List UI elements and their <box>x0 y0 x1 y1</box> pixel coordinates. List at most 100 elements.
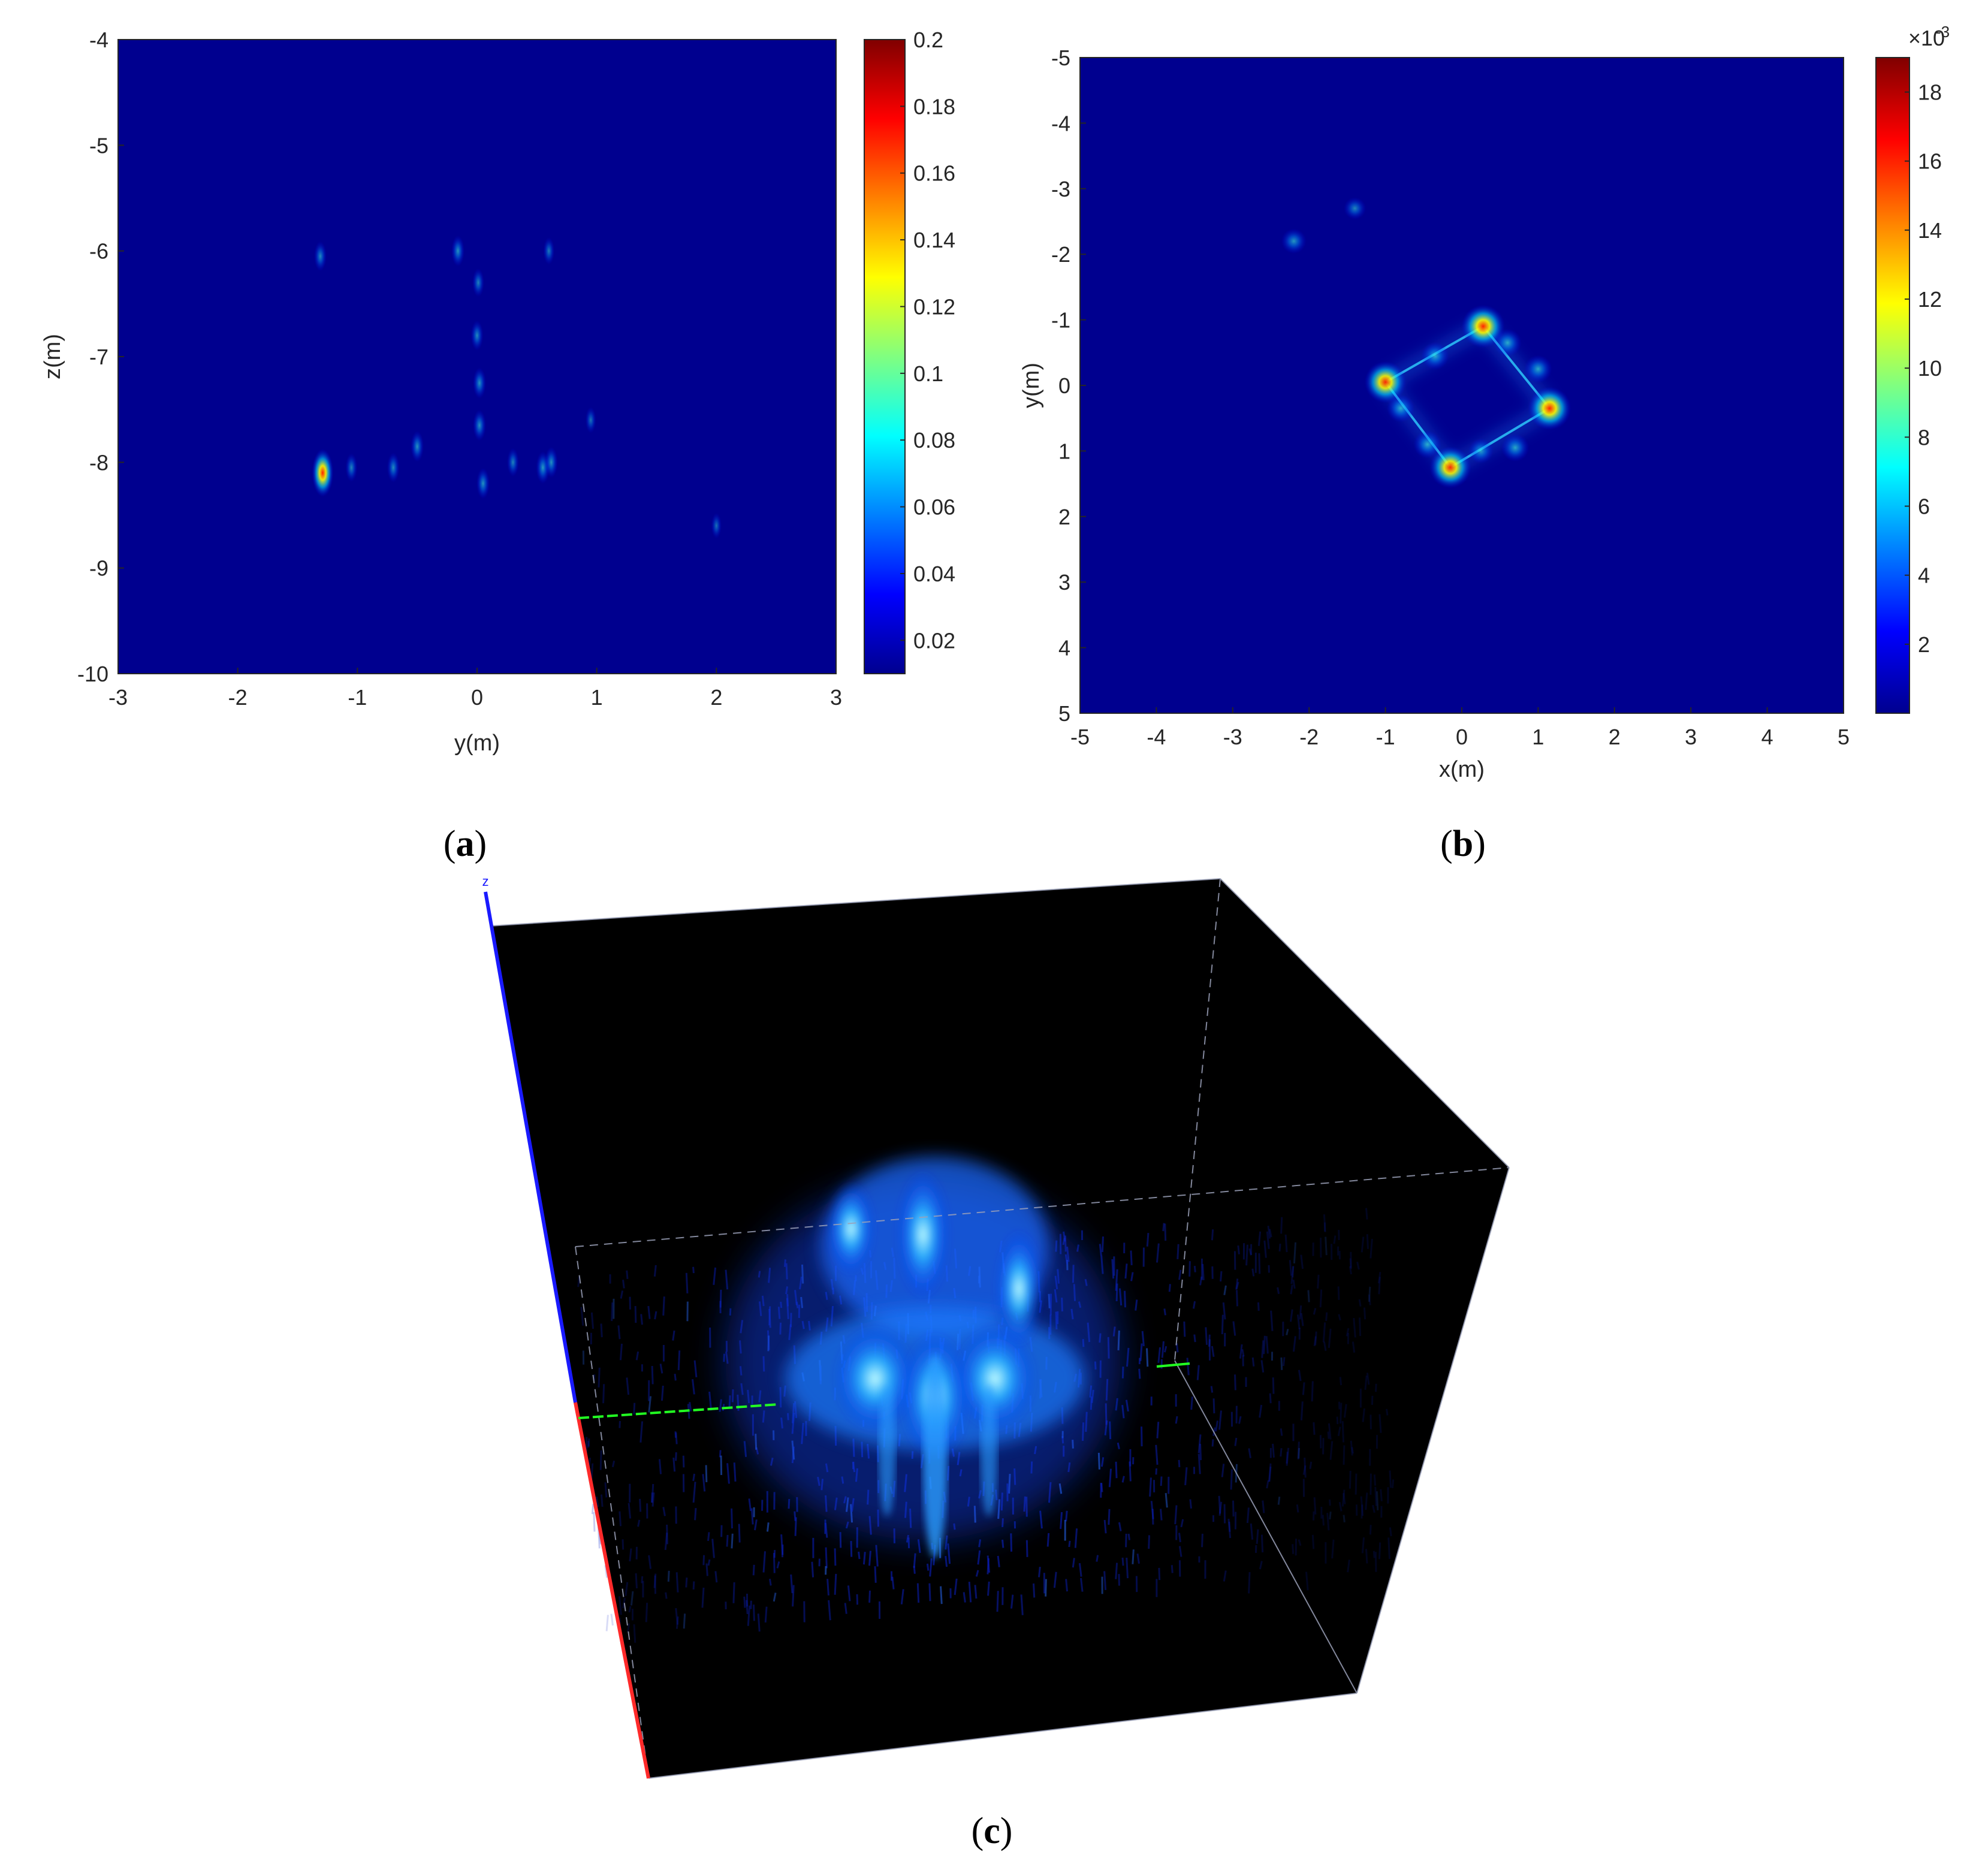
colorbar-tick-label: 0.08 <box>913 428 955 453</box>
clutter-streak <box>1155 1444 1159 1465</box>
clutter-streak <box>1235 1290 1238 1307</box>
clutter-streak <box>1065 1579 1069 1592</box>
clutter-streak <box>868 1551 871 1566</box>
clutter-streak <box>1101 1236 1104 1253</box>
clutter-streak <box>1162 1223 1165 1232</box>
clutter-streak <box>1377 1272 1381 1284</box>
heatmap-hotspot <box>544 447 558 478</box>
heatmap-b-xlabel: x(m) <box>1439 757 1485 782</box>
heatmap-hotspot <box>1528 387 1571 430</box>
heatmap-hotspot <box>1494 328 1522 357</box>
clutter-streak <box>1117 1442 1120 1449</box>
clutter-streak <box>940 1586 943 1604</box>
clutter-streak <box>1178 1269 1182 1280</box>
clutter-streak <box>1368 1294 1371 1305</box>
clutter-streak <box>713 1267 717 1285</box>
heatmap-hotspot <box>1344 197 1366 220</box>
clutter-streak <box>1124 1263 1128 1279</box>
clutter-streak <box>645 1603 648 1622</box>
clutter-streak <box>1238 1416 1242 1424</box>
clutter-streak <box>1380 1489 1383 1501</box>
clutter-streak <box>1053 1572 1057 1588</box>
clutter-streak <box>672 1457 676 1472</box>
clutter-streak <box>1304 1458 1307 1478</box>
clutter-streak <box>1259 1561 1263 1570</box>
heatmap-a-ylabel: z(m) <box>40 334 65 379</box>
clutter-streak <box>634 1306 637 1323</box>
clutter-streak <box>745 1600 749 1615</box>
clutter-streak <box>1161 1341 1165 1358</box>
heatmap-hotspot <box>1524 355 1552 383</box>
clutter-streak <box>1305 1572 1309 1591</box>
clutter-streak <box>913 1553 916 1568</box>
y-tick-label: -1 <box>1051 308 1070 333</box>
colorbar-tick-label: 18 <box>1918 80 1942 105</box>
clutter-streak <box>1302 1382 1305 1395</box>
clutter-streak <box>1241 1349 1245 1357</box>
clutter-streak <box>637 1519 641 1527</box>
clutter-streak <box>633 1403 636 1415</box>
clutter-streak <box>1100 1457 1105 1467</box>
clutter-streak <box>707 1559 711 1566</box>
clutter-streak <box>1125 1533 1127 1548</box>
clutter-streak <box>1328 1423 1332 1440</box>
heatmap-hotspot <box>1386 394 1415 423</box>
heatmap-hotspot <box>451 235 465 267</box>
clutter-streak <box>1262 1500 1265 1513</box>
clutter-streak <box>1313 1336 1317 1347</box>
clutter-streak <box>675 1607 678 1625</box>
clutter-streak <box>776 1561 780 1569</box>
clutter-streak <box>1290 1284 1293 1295</box>
clutter-streak <box>1165 1492 1168 1508</box>
clutter-streak <box>856 1594 859 1605</box>
clutter-streak <box>675 1572 679 1592</box>
clutter-streak <box>1298 1539 1302 1546</box>
heatmap-hotspot <box>387 453 400 483</box>
colorbar-a <box>864 39 906 674</box>
panel-label-a: (a) <box>444 824 487 864</box>
clutter-streak <box>1189 1499 1192 1509</box>
clutter-streak <box>1197 1453 1201 1474</box>
clutter-streak <box>1136 1553 1140 1564</box>
clutter-streak <box>1230 1469 1233 1490</box>
x-tick-label: -1 <box>348 685 367 710</box>
colorbar-tick-label: 16 <box>1918 149 1942 174</box>
clutter-streak <box>968 1581 972 1603</box>
clutter-streak <box>750 1508 754 1525</box>
clutter-streak <box>675 1452 677 1461</box>
clutter-streak <box>1126 1347 1130 1367</box>
clutter-streak <box>1160 1476 1163 1486</box>
heatmap-a-xlabel: y(m) <box>454 731 500 756</box>
clutter-streak <box>839 1532 842 1548</box>
clutter-streak <box>1256 1529 1259 1544</box>
clutter-streak <box>1178 1546 1182 1557</box>
y-tick-label: -4 <box>89 28 108 52</box>
clutter-streak <box>627 1623 631 1632</box>
clutter-streak <box>1164 1223 1167 1241</box>
clutter-streak <box>1309 1461 1313 1469</box>
heatmap-hotspot <box>1281 228 1307 254</box>
x-tick-label: -3 <box>108 685 128 710</box>
volume-box-top <box>490 879 1509 1247</box>
clutter-streak <box>850 1541 853 1557</box>
clutter-streak <box>667 1570 670 1582</box>
colorbar-a-ticks: 0.2 0.18 0.16 0.14 0.12 0.1 0.08 0.06 0.04 0.02 <box>900 28 955 653</box>
clutter-streak <box>1251 1357 1255 1367</box>
clutter-streak <box>1350 1440 1353 1456</box>
clutter-streak <box>790 1574 794 1594</box>
clutter-streak <box>1141 1331 1145 1347</box>
clutter-streak <box>653 1265 657 1277</box>
clutter-streak <box>1368 1286 1371 1302</box>
clutter-streak <box>1038 1567 1041 1578</box>
clutter-streak <box>1046 1533 1050 1547</box>
colorbar-b-multiplier: ×10 <box>1908 26 1945 50</box>
clutter-streak <box>1327 1431 1330 1439</box>
svg-text:(a): (a) <box>444 824 487 864</box>
clutter-streak <box>1100 1255 1104 1274</box>
clutter-streak <box>605 1615 609 1631</box>
clutter-streak <box>1378 1277 1381 1295</box>
clutter-streak <box>824 1522 828 1538</box>
clutter-streak <box>1237 1245 1240 1254</box>
clutter-streak <box>1199 1276 1203 1286</box>
y-tick-label: 0 <box>1058 373 1070 398</box>
